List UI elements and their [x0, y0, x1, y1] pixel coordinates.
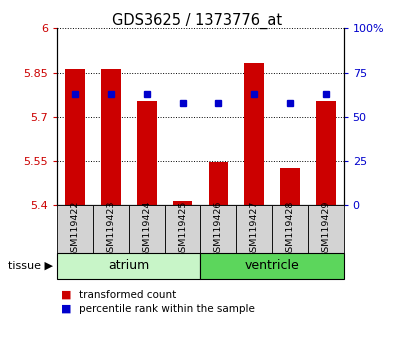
Bar [137, 102, 156, 205]
Text: atrium: atrium [108, 259, 149, 272]
Bar [57, 205, 93, 253]
Bar [245, 63, 264, 205]
Text: transformed count: transformed count [79, 290, 176, 299]
Bar [65, 69, 85, 205]
Text: GSM119426: GSM119426 [214, 200, 223, 258]
Text: GSM119422: GSM119422 [71, 200, 80, 258]
Bar [101, 69, 121, 205]
Text: GDS3625 / 1373776_at: GDS3625 / 1373776_at [113, 12, 282, 29]
Text: ■: ■ [61, 290, 72, 299]
Bar [129, 205, 165, 253]
Text: ventricle: ventricle [245, 259, 299, 272]
Bar [201, 253, 344, 279]
Bar [209, 162, 228, 205]
Text: GSM119429: GSM119429 [321, 200, 330, 258]
Bar [236, 205, 272, 253]
Text: GSM119427: GSM119427 [250, 200, 259, 258]
Bar [316, 102, 336, 205]
Bar [57, 253, 201, 279]
Bar [165, 205, 201, 253]
Text: GSM119425: GSM119425 [178, 200, 187, 258]
Bar [201, 205, 236, 253]
Text: ■: ■ [61, 304, 72, 314]
Bar [308, 205, 344, 253]
Text: GSM119428: GSM119428 [286, 200, 294, 258]
Bar [280, 167, 300, 205]
Bar [173, 201, 192, 205]
Bar [93, 205, 129, 253]
Text: GSM119424: GSM119424 [142, 200, 151, 258]
Bar [272, 205, 308, 253]
Text: tissue ▶: tissue ▶ [8, 261, 53, 271]
Text: GSM119423: GSM119423 [107, 200, 115, 258]
Text: percentile rank within the sample: percentile rank within the sample [79, 304, 255, 314]
